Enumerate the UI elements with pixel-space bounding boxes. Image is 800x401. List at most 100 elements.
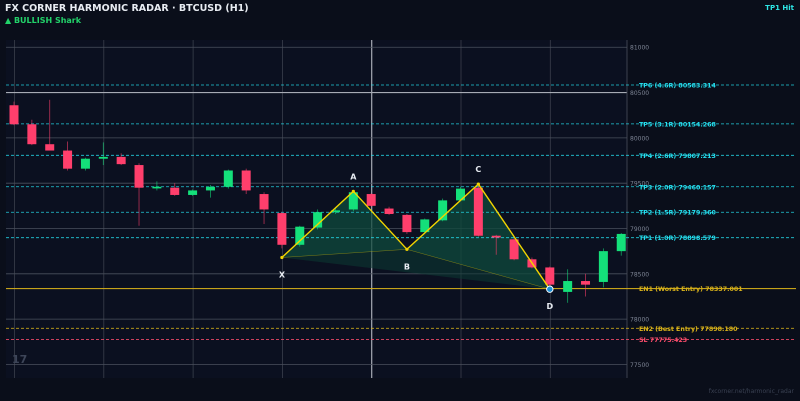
candle bbox=[402, 213, 412, 234]
pattern-point-marker bbox=[280, 255, 284, 260]
candle bbox=[598, 248, 608, 288]
pattern-line-xb bbox=[281, 249, 407, 258]
pattern-line-bd bbox=[406, 249, 550, 290]
candle bbox=[98, 142, 108, 166]
pattern-triangle-xbd bbox=[281, 249, 550, 290]
candle-body bbox=[241, 170, 251, 191]
candle bbox=[9, 101, 19, 126]
candle bbox=[152, 181, 162, 191]
candle bbox=[27, 119, 37, 146]
y-tick-label: 78000 bbox=[630, 317, 649, 324]
level-label-tp: TP4 (2.6R) 79807.213 bbox=[639, 153, 716, 160]
candle-body bbox=[27, 124, 37, 145]
candle-body bbox=[98, 156, 108, 159]
candle bbox=[509, 238, 519, 261]
pattern-badge: ▲ BULLISH Shark bbox=[5, 16, 82, 25]
candle-body bbox=[313, 212, 323, 228]
candle-body bbox=[295, 226, 305, 245]
pattern-point-label: C bbox=[475, 165, 481, 174]
candle bbox=[80, 157, 90, 171]
candle bbox=[348, 190, 358, 212]
candle-body bbox=[420, 219, 430, 233]
candle-body bbox=[45, 144, 55, 151]
candle bbox=[170, 183, 180, 196]
candle-body bbox=[545, 267, 555, 285]
candle-body bbox=[581, 281, 591, 285]
candle-body bbox=[134, 165, 144, 188]
pattern-point-label: A bbox=[350, 172, 357, 181]
candle bbox=[491, 234, 501, 255]
candle bbox=[63, 141, 73, 171]
candle-body bbox=[509, 239, 519, 260]
pattern-point-marker bbox=[476, 182, 480, 186]
candle-body bbox=[491, 235, 501, 238]
level-label-tp: TP1 (1.0R) 78898.579 bbox=[639, 235, 716, 242]
candle-body bbox=[473, 187, 483, 236]
page-title: FX CORNER HARMONIC RADAR · BTCUSD (H1) bbox=[5, 3, 249, 14]
level-label-tp: TP5 (3.1R) 80154.268 bbox=[639, 121, 716, 128]
pattern-point-marker bbox=[405, 247, 409, 251]
level-label-sl: SL 77775.423 bbox=[639, 337, 687, 344]
pattern-point-label: D bbox=[546, 302, 553, 311]
candle bbox=[313, 209, 323, 230]
candle-body bbox=[9, 105, 19, 125]
candle-body bbox=[277, 213, 287, 245]
candle bbox=[259, 192, 269, 224]
candle bbox=[188, 189, 198, 196]
candle bbox=[277, 212, 287, 249]
candle-body bbox=[170, 187, 180, 195]
candle-body bbox=[223, 170, 233, 187]
candle-body bbox=[348, 192, 358, 210]
candle-body bbox=[616, 233, 626, 252]
pattern-point-label: X bbox=[279, 270, 286, 279]
candle bbox=[581, 273, 591, 297]
watermark: fxcorner.net/harmonic_radar bbox=[708, 388, 794, 395]
candle bbox=[366, 193, 376, 207]
candle bbox=[45, 99, 55, 151]
status-badge: TP1 Hit bbox=[765, 4, 794, 12]
candle-body bbox=[330, 210, 340, 213]
candle bbox=[241, 168, 251, 195]
candle bbox=[205, 184, 215, 198]
level-label-tp: TP2 (1.5R) 79179.360 bbox=[639, 210, 716, 217]
candle-body bbox=[259, 194, 269, 210]
candle bbox=[384, 206, 394, 215]
candle bbox=[616, 233, 626, 256]
candle bbox=[545, 266, 555, 290]
candle bbox=[456, 186, 465, 202]
pattern-point-d-marker bbox=[546, 285, 554, 293]
y-tick-label: 79500 bbox=[630, 181, 649, 188]
candle bbox=[420, 218, 430, 234]
candle-body bbox=[384, 208, 394, 214]
candle-body bbox=[116, 156, 126, 165]
level-label-entry: EN2 (Best Entry) 77898.180 bbox=[639, 326, 738, 333]
pattern-point-marker bbox=[351, 189, 355, 193]
candle-body bbox=[598, 251, 608, 282]
candle bbox=[330, 208, 340, 214]
candle-body bbox=[563, 281, 573, 292]
candle-body bbox=[205, 186, 215, 191]
candle-body bbox=[402, 214, 412, 233]
candle-body bbox=[456, 188, 465, 201]
candle bbox=[563, 269, 573, 303]
level-label-tp: TP6 (4.6R) 80583.314 bbox=[639, 83, 716, 90]
candle bbox=[438, 198, 448, 222]
candle bbox=[295, 225, 305, 247]
candle-body bbox=[188, 190, 198, 195]
candle-body bbox=[80, 158, 90, 169]
candle-body bbox=[366, 194, 376, 206]
y-tick-label: 77500 bbox=[630, 362, 649, 369]
candle bbox=[116, 153, 126, 166]
y-tick-label: 78500 bbox=[630, 271, 649, 278]
y-tick-label: 80000 bbox=[630, 135, 649, 142]
y-tick-label: 81000 bbox=[630, 45, 649, 52]
pattern-triangle-xab bbox=[281, 191, 407, 258]
candle-body bbox=[152, 186, 162, 189]
candle bbox=[223, 169, 233, 189]
level-label-tp: TP3 (2.0R) 79460.157 bbox=[639, 184, 716, 191]
candle-body bbox=[63, 150, 73, 169]
level-label-entry: EN1 (Worst Entry) 78337.001 bbox=[639, 286, 743, 293]
y-tick-label: 79000 bbox=[630, 226, 649, 233]
logo-watermark: 17 bbox=[12, 353, 27, 366]
